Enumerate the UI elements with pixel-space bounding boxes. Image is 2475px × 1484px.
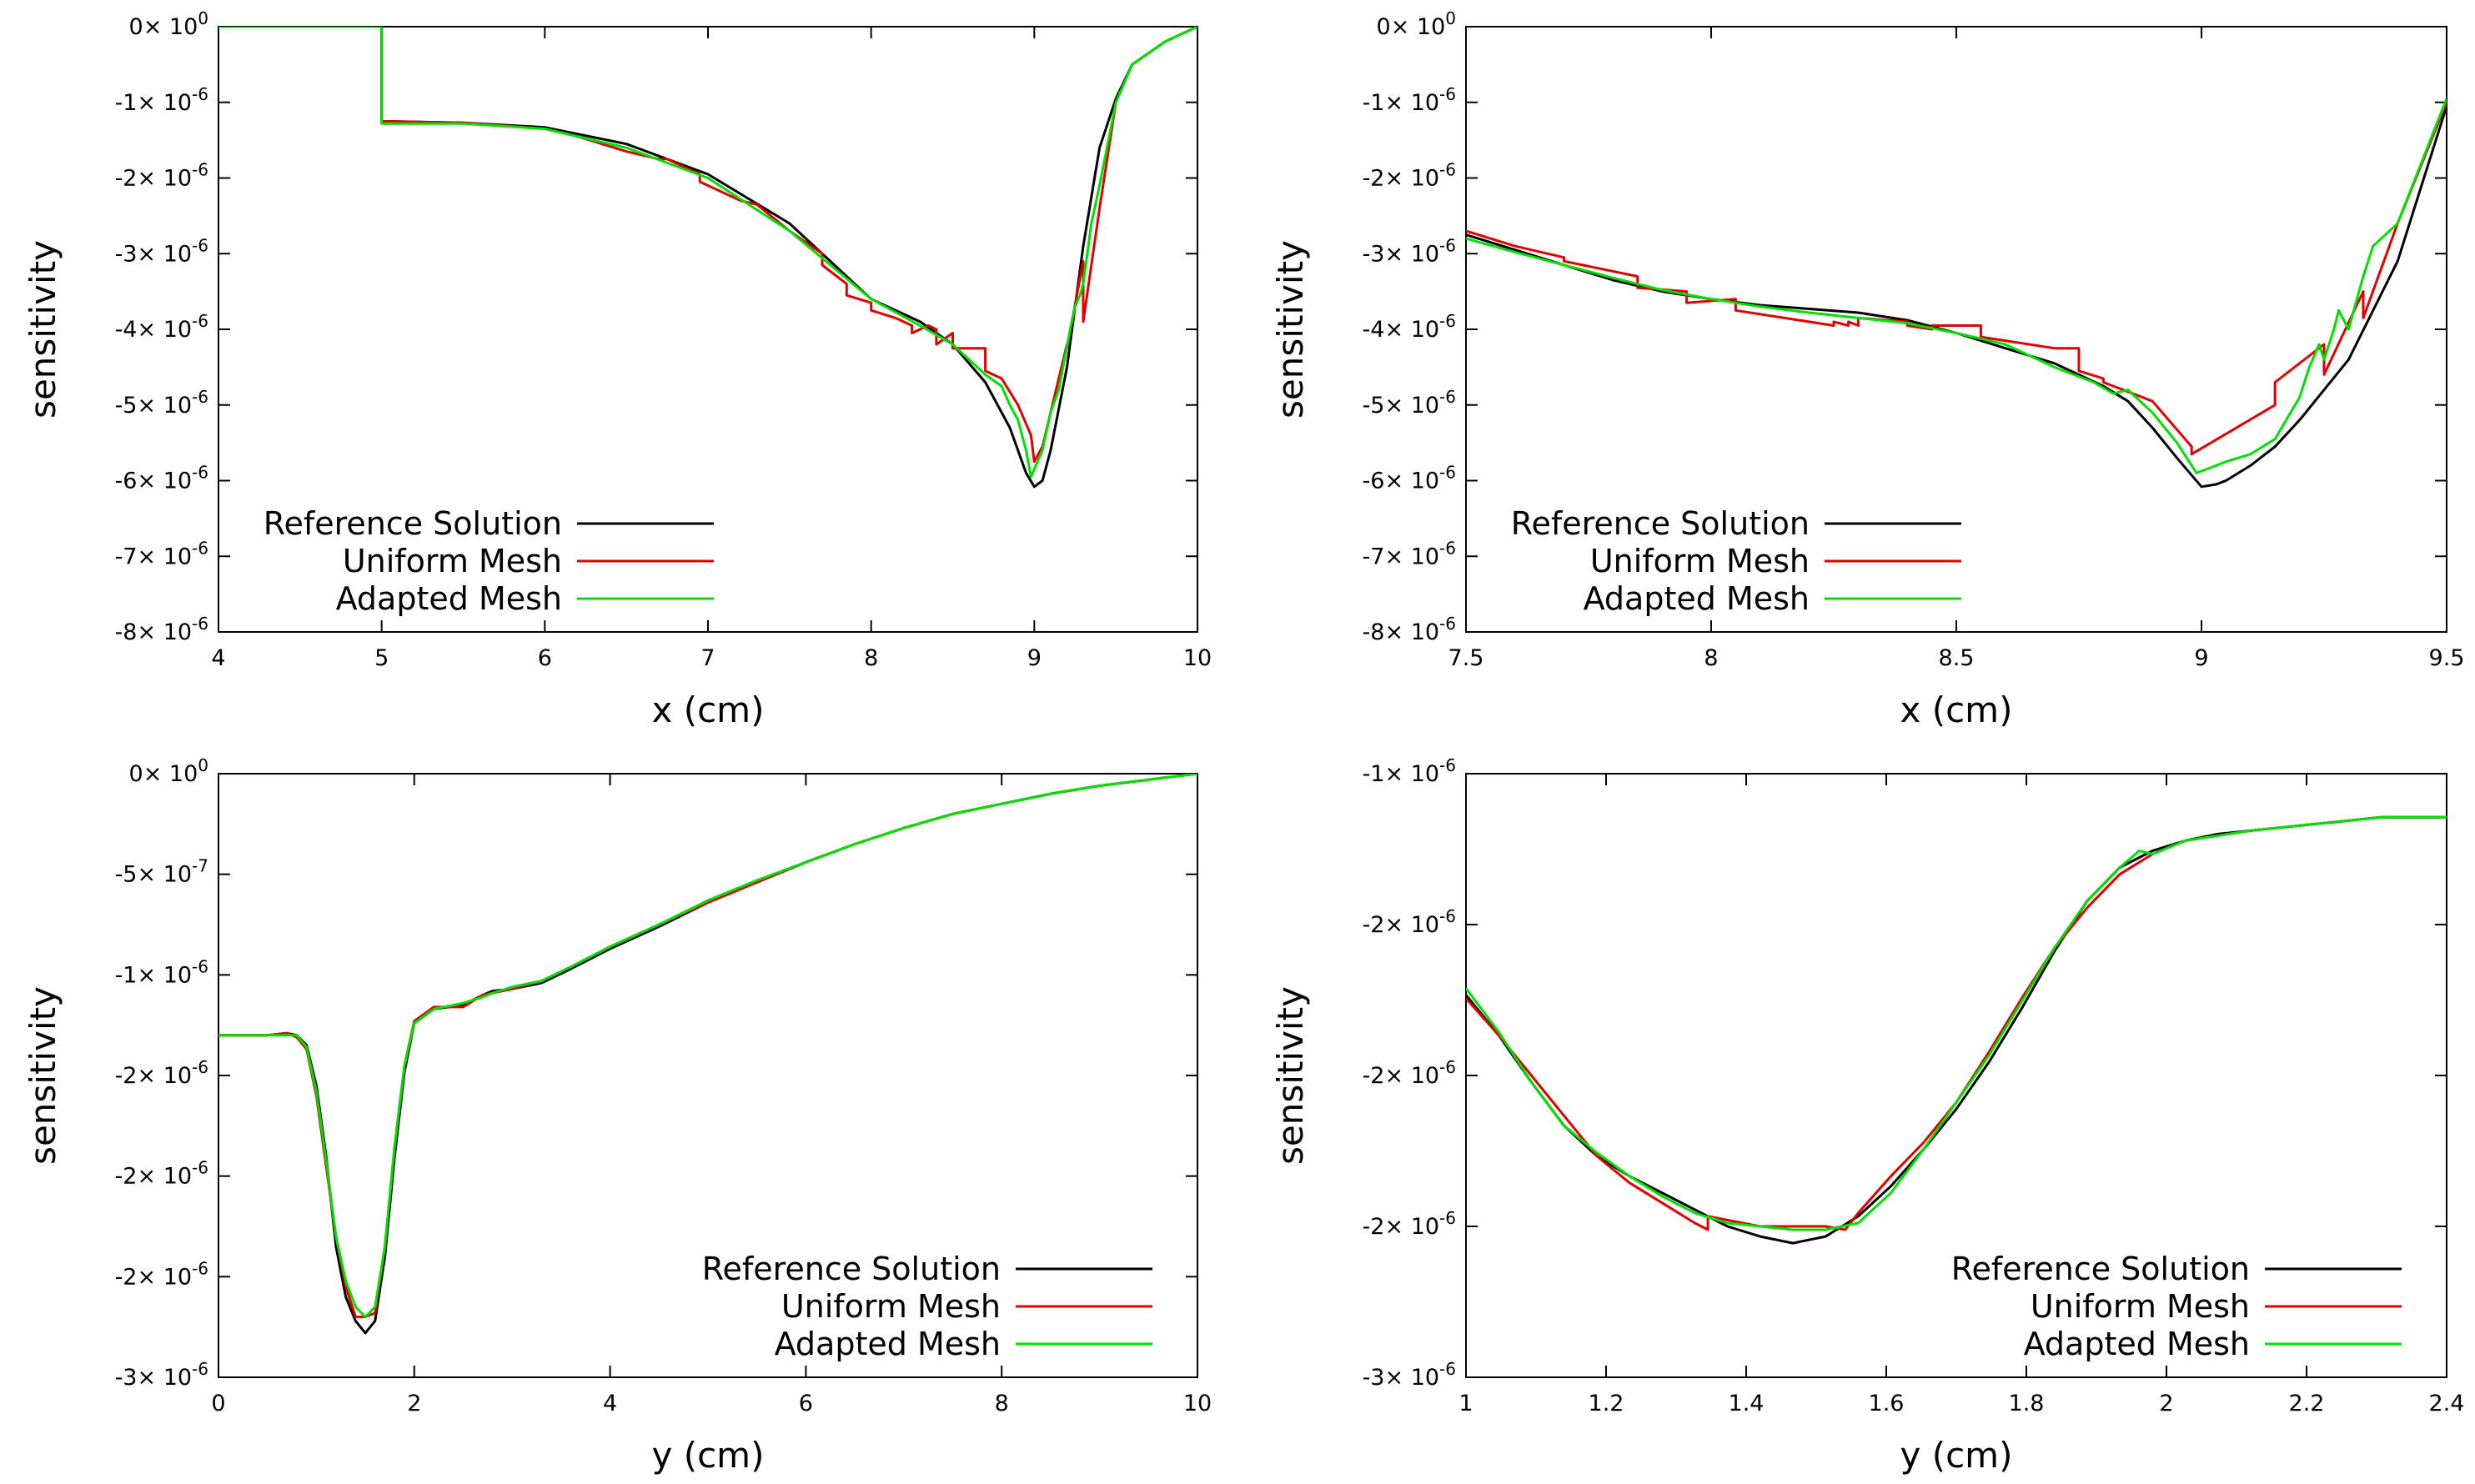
- x-tick-label: 5: [374, 645, 389, 671]
- series-group: [218, 774, 1197, 1335]
- y-tick-label: -5× 10-6: [1363, 387, 1456, 419]
- legend-label-1: Reference Solution: [1951, 1251, 2250, 1287]
- y-tick-label: -8× 10-6: [1363, 614, 1456, 645]
- y-axis-label: sensitivity: [23, 986, 63, 1165]
- x-tick-label: 10: [1183, 645, 1212, 671]
- legend-label-3: Adapted Mesh: [2024, 1326, 2250, 1362]
- x-axis-label: x (cm): [652, 689, 765, 730]
- series-line-3: [218, 774, 1197, 1319]
- y-tick-label: -2× 10-6: [1363, 906, 1456, 938]
- x-tick-label: 9: [1027, 645, 1042, 671]
- y-tick-label: -2× 10-6: [115, 1158, 208, 1190]
- x-tick-label: 8: [1704, 645, 1718, 671]
- x-tick-label: 0: [211, 1391, 225, 1416]
- y-tick-label: -2× 10-6: [115, 160, 208, 192]
- x-tick-label: 6: [799, 1391, 813, 1416]
- series-line-1: [1466, 815, 2447, 1245]
- series-line-1: [218, 774, 1197, 1335]
- x-tick-label: 7: [700, 645, 715, 671]
- y-tick-label: -4× 10-6: [115, 311, 208, 343]
- series-group: [1466, 815, 2447, 1245]
- y-tick-label: -5× 10-7: [115, 856, 208, 888]
- y-axis-label: sensitivity: [1270, 986, 1311, 1165]
- y-tick-label: -2× 10-6: [1363, 1057, 1456, 1089]
- legend-label-2: Uniform Mesh: [781, 1288, 1001, 1325]
- chart-panel-2: 7.5 8 8.5 9 9.5 0× 100 -1× 10-6 -2× 10-6 -3× 10-…: [1270, 8, 2464, 730]
- y-tick-label: -4× 10-6: [1363, 311, 1456, 343]
- y-tick-label: -6× 10-6: [115, 463, 208, 494]
- x-tick-label: 8: [864, 645, 878, 671]
- y-tick-label: -3× 10-6: [115, 235, 208, 267]
- legend-label-3: Adapted Mesh: [775, 1326, 1001, 1362]
- y-tick-label: -2× 10-6: [115, 1258, 208, 1290]
- x-tick-label: 6: [538, 645, 552, 671]
- x-tick-label: 2.4: [2429, 1391, 2465, 1416]
- y-axis-label: sensitivity: [1270, 240, 1311, 419]
- y-tick-label: -2× 10-6: [115, 1057, 208, 1089]
- x-tick-label: 8.5: [1939, 645, 1975, 671]
- legend-label-2: Uniform Mesh: [343, 543, 562, 579]
- x-axis-label: y (cm): [1900, 1435, 2013, 1476]
- chart-panel-4: 1 1.2 1.4 1.6 1.8 2 2.2 2.4 -1× 10-6 -2× 10-6 -2× …: [1270, 755, 2464, 1476]
- legend-label-1: Reference Solution: [1511, 505, 1810, 542]
- legend-label-2: Uniform Mesh: [2031, 1288, 2250, 1325]
- y-tick-label: -6× 10-6: [1363, 463, 1456, 494]
- y-tick-label: 0× 100: [129, 8, 208, 40]
- x-tick-label: 2.2: [2289, 1391, 2325, 1416]
- y-tick-label: -3× 10-6: [1363, 1359, 1456, 1391]
- series-group: [1466, 98, 2447, 489]
- x-tick-label: 1: [1458, 1391, 1473, 1416]
- chart-panel-3: 0 2 4 6 8 10 0× 100 -5× 10-7 -1× 10-6 -2× 10-6 -2×…: [23, 755, 1212, 1476]
- y-axis-label: sensitivity: [23, 240, 63, 419]
- x-tick-label: 1.4: [1729, 1391, 1765, 1416]
- legend-label-2: Uniform Mesh: [1590, 543, 1810, 579]
- x-tick-label: 9: [2194, 645, 2208, 671]
- series-line-1: [1466, 105, 2447, 489]
- x-tick-label: 1.6: [1869, 1391, 1905, 1416]
- series-group: [218, 27, 1197, 489]
- y-tick-label: 0× 100: [129, 755, 208, 787]
- x-axis-label: y (cm): [652, 1435, 765, 1476]
- series-line-2: [218, 774, 1197, 1319]
- series-line-3: [1466, 98, 2447, 474]
- series-line-2: [1466, 815, 2447, 1231]
- series-line-3: [218, 27, 1197, 479]
- y-tick-label: -2× 10-6: [1363, 160, 1456, 192]
- x-tick-label: 2: [407, 1391, 421, 1416]
- y-tick-label: 0× 100: [1377, 8, 1456, 40]
- y-tick-label: -1× 10-6: [115, 84, 208, 116]
- x-axis-label: x (cm): [1900, 689, 2013, 730]
- y-tick-label: -7× 10-6: [1363, 538, 1456, 569]
- x-tick-label: 1.2: [1589, 1391, 1624, 1416]
- y-tick-label: -8× 10-6: [115, 614, 208, 645]
- legend-label-3: Adapted Mesh: [1584, 580, 1810, 617]
- y-tick-label: -5× 10-6: [115, 387, 208, 419]
- x-tick-label: 7.5: [1448, 645, 1484, 671]
- y-tick-label: -1× 10-6: [1363, 84, 1456, 116]
- legend-label-3: Adapted Mesh: [336, 580, 562, 617]
- legend-label-1: Reference Solution: [264, 505, 562, 542]
- series-line-2: [218, 27, 1197, 464]
- y-tick-label: -1× 10-6: [115, 956, 208, 988]
- series-line-3: [1466, 815, 2447, 1231]
- x-tick-label: 4: [211, 645, 225, 671]
- chart-panel-1: 4 5 6 7 8 9 10 0× 100 -1× 10-6 -2× 10-6 -3× 10-6 -4…: [23, 8, 1212, 730]
- y-tick-label: -7× 10-6: [115, 538, 208, 569]
- x-tick-label: 8: [995, 1391, 1009, 1416]
- y-tick-label: -3× 10-6: [1363, 235, 1456, 267]
- x-tick-label: 1.8: [2009, 1391, 2045, 1416]
- x-tick-label: 9.5: [2429, 645, 2465, 671]
- legend-label-1: Reference Solution: [702, 1251, 1001, 1287]
- x-tick-label: 2: [2159, 1391, 2173, 1416]
- x-tick-label: 10: [1183, 1391, 1212, 1416]
- x-tick-label: 4: [603, 1391, 617, 1416]
- y-tick-label: -2× 10-6: [1363, 1208, 1456, 1240]
- y-tick-label: -1× 10-6: [1363, 755, 1456, 787]
- y-tick-label: -3× 10-6: [115, 1359, 208, 1391]
